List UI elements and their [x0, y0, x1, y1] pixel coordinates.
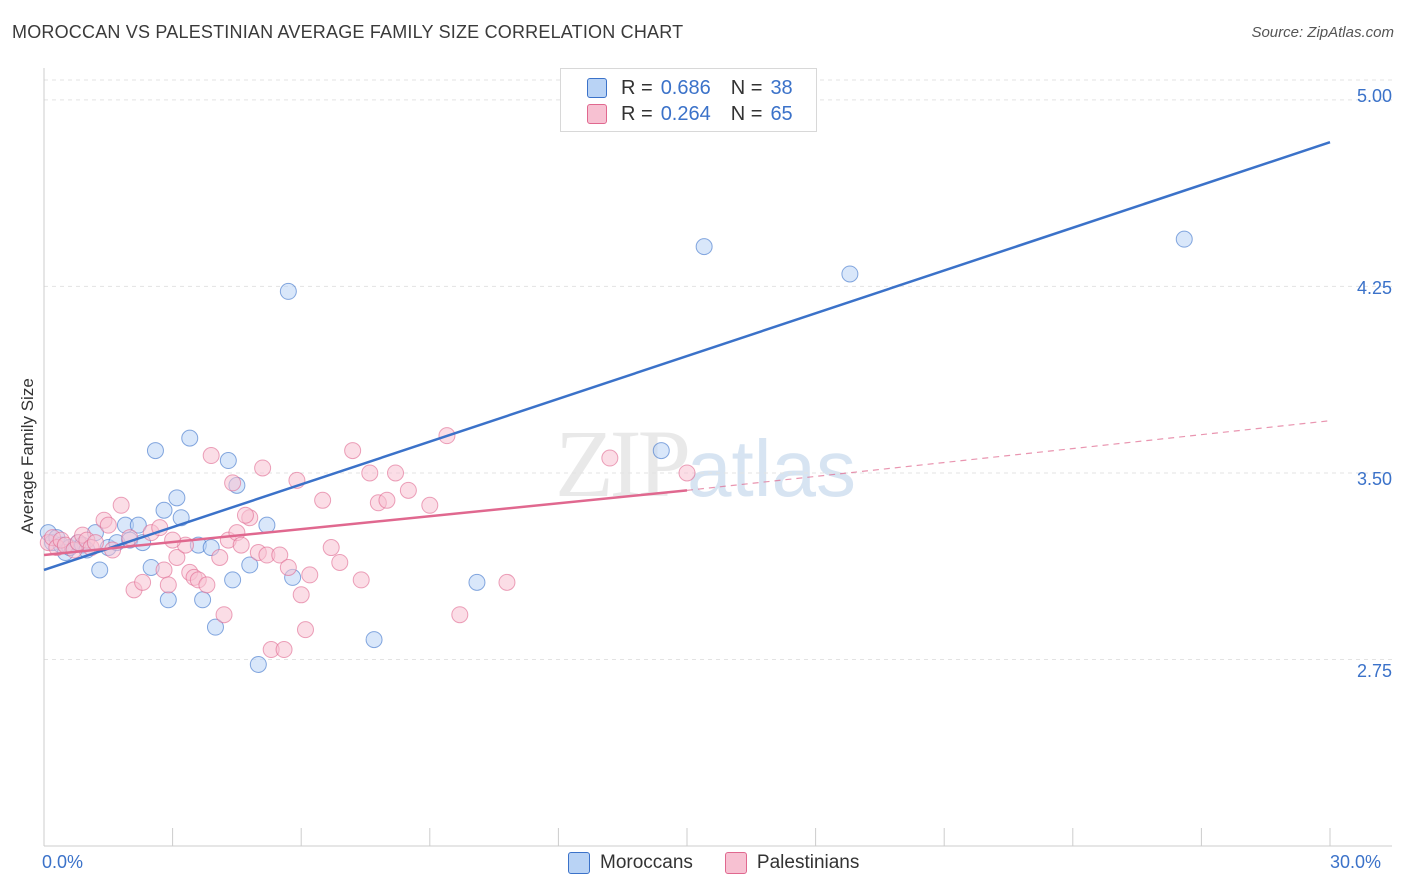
data-point — [164, 531, 182, 549]
data-point — [99, 516, 117, 534]
data-point — [194, 591, 212, 609]
legend-r-label: R = — [621, 76, 653, 99]
legend-item-palestinians[interactable]: Palestinians — [724, 852, 860, 874]
data-point — [206, 618, 224, 636]
legend-swatch-moroccans — [568, 852, 590, 874]
watermark-zip: ZIP — [555, 410, 691, 517]
y-tick-label: 3.50 — [1356, 469, 1392, 489]
data-point — [275, 641, 293, 659]
trend-line — [43, 489, 688, 557]
data-point — [421, 496, 439, 514]
trend-line — [43, 140, 1331, 572]
data-point — [91, 561, 109, 579]
data-point — [279, 282, 297, 300]
watermark: ZIPatlas — [555, 408, 856, 519]
data-point — [378, 491, 396, 509]
data-point — [652, 442, 670, 460]
x-min-label: 0.0% — [42, 852, 84, 872]
data-point — [258, 516, 276, 534]
data-point — [224, 571, 242, 589]
legend-label-moroccans: Moroccans — [600, 852, 693, 873]
data-point — [365, 631, 383, 649]
data-point — [168, 549, 186, 567]
data-point — [236, 506, 254, 524]
legend-swatch-palestinians — [587, 104, 607, 124]
data-point — [254, 459, 272, 477]
legend-r-value: 0.264 — [660, 102, 711, 125]
data-point — [241, 556, 259, 574]
data-point — [498, 573, 516, 591]
legend-swatch-moroccans — [587, 78, 607, 98]
data-point — [292, 586, 310, 604]
data-point — [129, 516, 147, 534]
data-point — [601, 449, 619, 467]
data-point — [215, 606, 233, 624]
y-axis-label: Average Family Size — [18, 378, 37, 534]
data-point — [159, 591, 177, 609]
data-point — [322, 539, 340, 557]
correlation-legend: R = 0.686 N = 38 R = 0.264 N = 65 — [560, 68, 817, 132]
data-point — [211, 549, 229, 567]
data-point — [198, 576, 216, 594]
legend-n-label: N = — [730, 102, 763, 125]
data-point — [468, 573, 486, 591]
data-point — [361, 464, 379, 482]
data-point — [155, 501, 173, 519]
data-point — [399, 481, 417, 499]
trend-line-extension — [686, 420, 1331, 491]
data-point — [695, 238, 713, 256]
legend-swatch-palestinians — [724, 852, 747, 874]
data-point — [181, 429, 199, 447]
data-point — [249, 655, 267, 673]
data-point — [155, 561, 173, 579]
legend-row-palestinians: R = 0.264 N = 65 — [587, 102, 793, 126]
data-point — [301, 566, 319, 584]
data-point — [224, 474, 242, 492]
legend-item-moroccans[interactable]: Moroccans — [568, 852, 693, 874]
source-label: Source: ZipAtlas.com — [1251, 24, 1394, 41]
data-point — [331, 553, 349, 571]
legend-n-label: N = — [730, 76, 763, 99]
legend-r-label: R = — [621, 102, 653, 125]
data-point — [159, 576, 177, 594]
data-point — [387, 464, 405, 482]
data-point — [146, 442, 164, 460]
data-point — [296, 621, 314, 639]
y-tick-label: 2.75 — [1356, 661, 1392, 681]
legend-r-value: 0.686 — [660, 76, 711, 99]
data-point — [271, 546, 289, 564]
data-point — [134, 573, 152, 591]
legend-label-palestinians: Palestinians — [756, 852, 860, 873]
watermark-atlas: atlas — [687, 424, 856, 513]
data-point — [314, 491, 332, 509]
y-tick-label: 5.00 — [1356, 86, 1392, 106]
legend-row-moroccans: R = 0.686 N = 38 — [587, 76, 793, 100]
legend-n-value: 38 — [770, 76, 793, 99]
data-point — [1175, 230, 1193, 248]
x-max-label: 30.0% — [1330, 852, 1382, 872]
data-point — [678, 464, 696, 482]
data-point — [279, 558, 297, 576]
data-point — [352, 571, 370, 589]
data-point — [344, 442, 362, 460]
data-point — [112, 496, 130, 514]
data-point — [841, 265, 859, 283]
y-tick-label: 4.25 — [1356, 278, 1392, 298]
data-point — [219, 452, 237, 470]
data-point — [232, 536, 250, 554]
chart-title: MOROCCAN VS PALESTINIAN AVERAGE FAMILY S… — [12, 22, 684, 42]
data-point — [168, 489, 186, 507]
data-point — [451, 606, 469, 624]
series-legend: Moroccans Palestinians — [568, 852, 891, 874]
data-point — [202, 447, 220, 465]
legend-n-value: 65 — [770, 102, 793, 125]
